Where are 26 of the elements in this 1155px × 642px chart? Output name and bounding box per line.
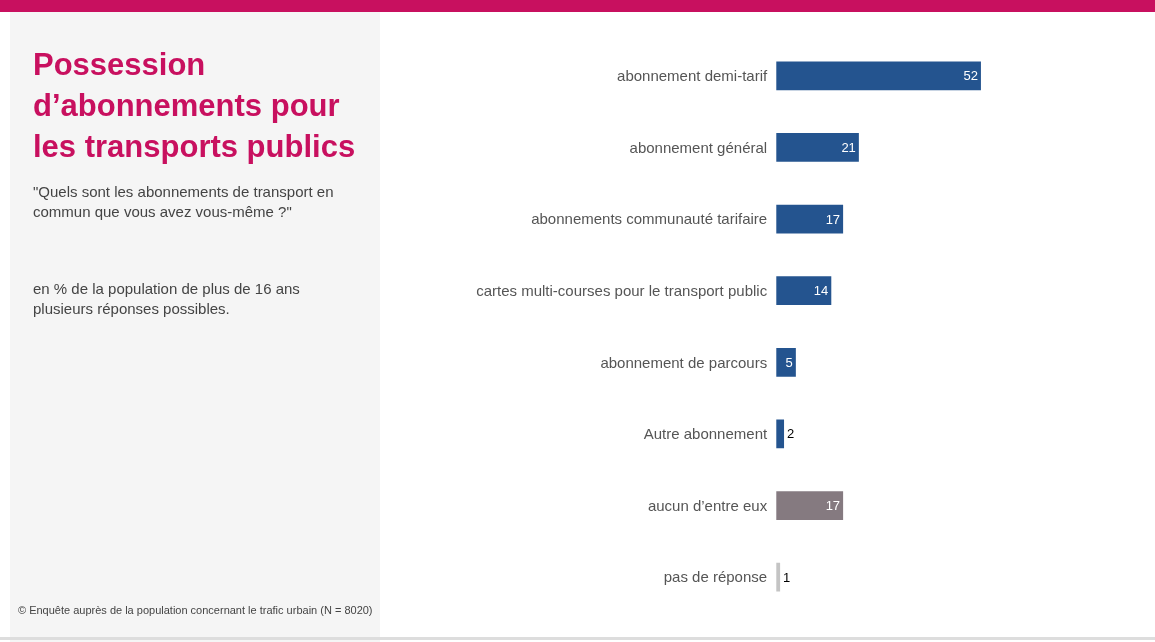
data-label: 5 (785, 354, 793, 370)
bar (776, 347, 796, 377)
text: © Enquête auprès de la population concernant le trafic urbain (N = 8020) (18, 604, 374, 617)
text: en % de la population de plus de 16 ans plusieurs réponses possibles. (33, 279, 301, 319)
bar (776, 276, 832, 306)
y-tick-label: aucun d’entre eux (647, 496, 768, 514)
data-label: 14 (813, 283, 829, 299)
data-label: 21 (841, 139, 856, 155)
y-tick-label: abonnement demi-tarif (617, 67, 768, 85)
data-label: 17 (825, 211, 841, 227)
bar (776, 61, 981, 91)
data-label: 1 (783, 569, 791, 585)
data-label: 52 (963, 68, 978, 84)
data-label: 2 (787, 426, 795, 442)
bar (776, 133, 859, 162)
y-tick-label: abonnement général (629, 138, 768, 156)
text: Possession d’abonnements pour les transports publics (33, 46, 357, 166)
y-tick-label: cartes multi-courses pour le transport public (476, 281, 768, 299)
data-label: 17 (825, 498, 841, 514)
y-tick-label: abonnements communauté tarifaire (531, 210, 768, 228)
bar (776, 491, 844, 520)
y-tick-label: Autre abonnement (643, 425, 768, 443)
bar (776, 204, 844, 234)
text: "Quels sont les abonnements de transport en commun que vous avez vous-même ?" (33, 182, 335, 222)
y-tick-label: pas de réponse (663, 568, 768, 586)
y-tick-label: abonnement de parcours (600, 353, 768, 371)
